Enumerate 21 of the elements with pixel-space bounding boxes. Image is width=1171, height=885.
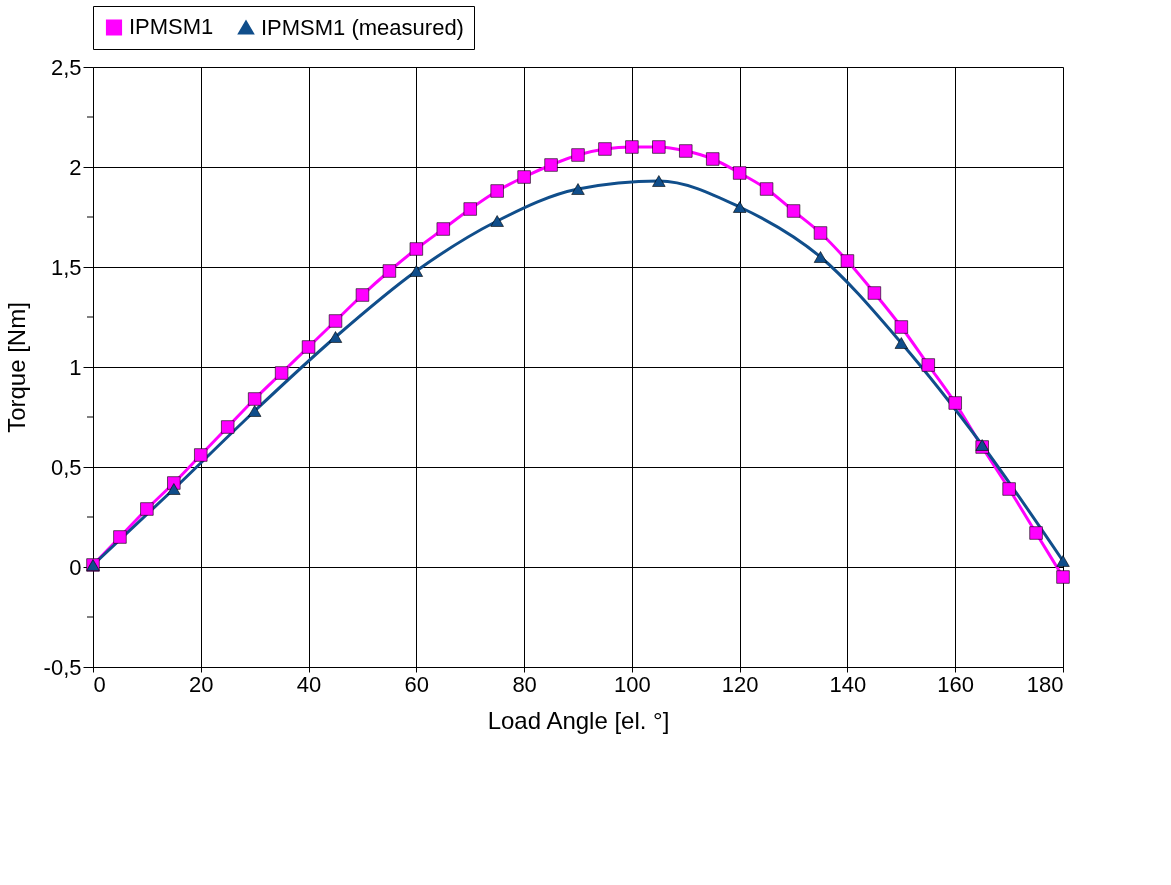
- x-tick-label: 20: [189, 671, 214, 697]
- legend-label: IPMSM1 (measured): [261, 14, 464, 40]
- x-tick-label: 60: [404, 671, 430, 697]
- x-tick-label: 0: [93, 671, 106, 697]
- y-tick-label: 1: [69, 354, 82, 380]
- legend-label: IPMSM1: [129, 14, 214, 40]
- y-axis-title: Torque [Nm]: [2, 302, 30, 433]
- y-tick-label: 0,5: [50, 454, 82, 480]
- x-tick-label: 100: [614, 671, 651, 697]
- x-tick-label: 120: [721, 671, 759, 697]
- x-tick-label: 180: [1026, 671, 1064, 697]
- y-tick-label: 1,5: [50, 254, 82, 280]
- x-axis-title: Load Angle [el. °]: [487, 706, 670, 734]
- y-tick-label: 2,5: [50, 54, 82, 80]
- y-tick-label: 0: [69, 554, 82, 580]
- y-tick-label: 2: [69, 154, 82, 180]
- x-tick-label: 40: [296, 671, 322, 697]
- x-tick-label: 140: [829, 671, 867, 697]
- y-tick-label: -0,5: [43, 654, 82, 680]
- x-tick-label: 80: [512, 671, 537, 697]
- x-tick-label: 160: [937, 671, 975, 697]
